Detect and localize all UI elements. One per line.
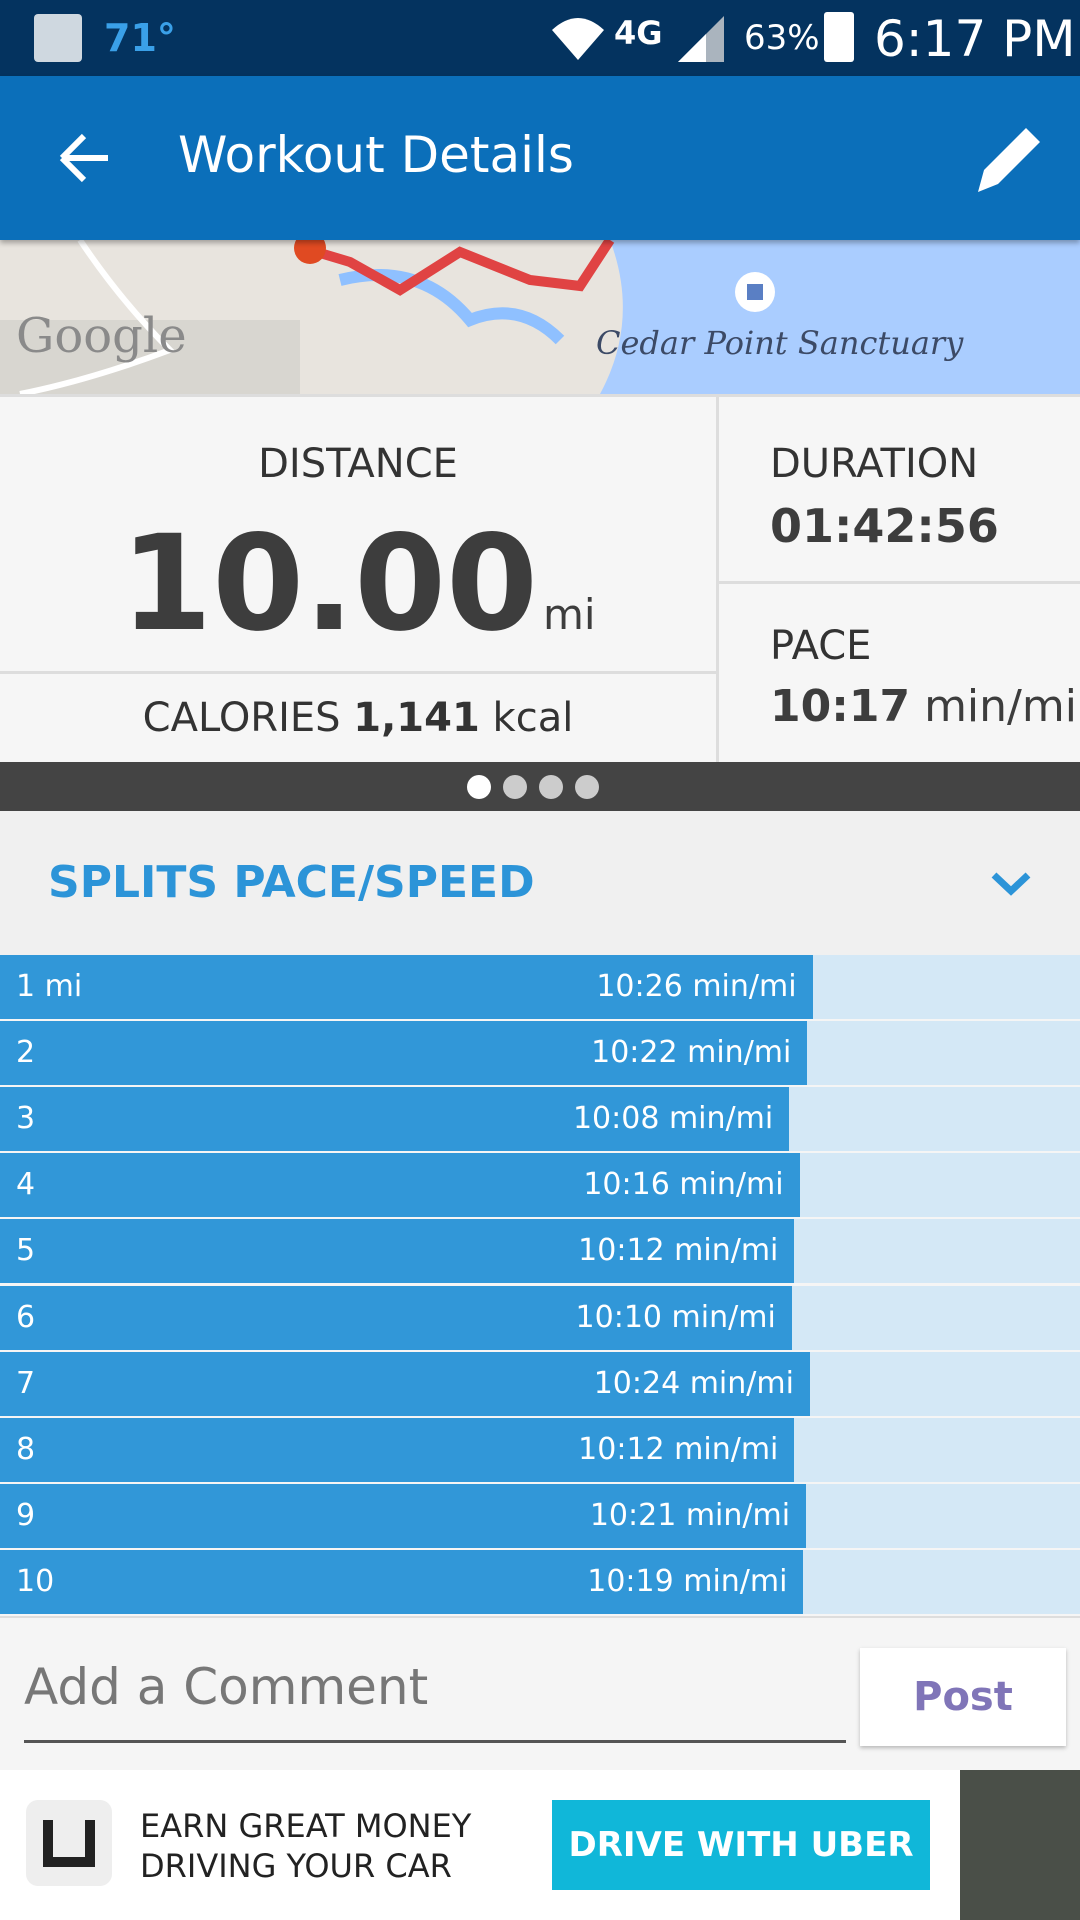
split-pace: 10:12 min/mi [578, 1431, 779, 1467]
split-row: 1 mi 10:26 min/mi [0, 955, 1080, 1019]
splits-list: 1 mi 10:26 min/mi 2 10:22 min/mi 3 10:08 min/… [0, 955, 1080, 1616]
input-underline [24, 1740, 846, 1743]
split-pace: 10:10 min/mi [575, 1299, 776, 1335]
split-pace: 10:21 min/mi [589, 1497, 791, 1533]
page-indicator [0, 762, 1080, 811]
pace-label: PACE [770, 623, 872, 669]
screen-title: Workout Details [178, 126, 574, 184]
pace-value: 10:17 [770, 681, 911, 732]
split-label: 9 [16, 1497, 36, 1533]
split-bar [0, 955, 813, 1019]
comment-input[interactable]: Add a Comment [24, 1658, 429, 1716]
distance-label: DISTANCE [258, 441, 458, 487]
ad-side [960, 1770, 1080, 1920]
route-map: Google Cedar Point Sanctuary [0, 240, 1080, 394]
map-watermark: Google [16, 308, 187, 364]
comment-bar: Add a Comment Post [0, 1616, 1080, 1770]
split-row: 4 10:16 min/mi [0, 1153, 1080, 1218]
page-dots [467, 775, 599, 799]
split-pace: 10:16 min/mi [583, 1167, 784, 1203]
split-row: 5 10:12 min/mi [0, 1219, 1080, 1284]
calories-value: 1,141 [353, 695, 480, 741]
split-row: 7 10:24 min/mi [0, 1351, 1080, 1416]
split-bar [0, 1087, 790, 1152]
distance-value: 10.00 [120, 507, 538, 661]
split-bar [0, 1417, 795, 1482]
split-row: 3 10:08 min/mi [0, 1087, 1080, 1152]
place-label: Cedar Point Sanctuary [596, 324, 964, 362]
battery-icon [824, 12, 854, 62]
split-bar [0, 1219, 795, 1284]
split-row: 9 10:21 min/mi [0, 1483, 1080, 1548]
back-button[interactable] [56, 132, 112, 184]
split-pace: 10:26 min/mi [596, 969, 797, 1004]
clock: 6:17 PM [874, 10, 1076, 68]
ad-logo [26, 1800, 112, 1886]
distance: 10.00 mi [0, 507, 716, 661]
split-bar [0, 1483, 807, 1548]
split-pace: 10:22 min/mi [591, 1035, 792, 1071]
split-row: 8 10:12 min/mi [0, 1417, 1080, 1482]
divider [719, 581, 1080, 584]
split-row: 2 10:22 min/mi [0, 1021, 1080, 1086]
split-bar [0, 1285, 792, 1350]
calories-label: CALORIES [142, 695, 341, 741]
wifi-icon [552, 18, 604, 60]
ad-banner[interactable]: EARN GREAT MONEY DRIVING YOUR CAR DRIVE … [0, 1770, 1080, 1920]
split-pace: 10:24 min/mi [593, 1365, 794, 1401]
app-icon [34, 14, 82, 62]
distance-unit: mi [543, 590, 596, 639]
split-pace: 10:19 min/mi [587, 1563, 788, 1599]
app-bar: Workout Details [0, 76, 1080, 240]
pace-unit: min/mi [924, 681, 1077, 732]
stats-panel: DISTANCE 10.00 mi CALORIES 1,141 kcal DU… [0, 394, 1080, 765]
ad-button[interactable]: DRIVE WITH UBER [552, 1800, 930, 1890]
duration-label: DURATION [770, 441, 979, 487]
expand-icon [991, 872, 1031, 896]
post-button[interactable]: Post [860, 1648, 1066, 1746]
edit-button[interactable] [970, 122, 1046, 198]
pace: 10:17 min/mi [770, 681, 1077, 732]
split-bar [0, 1153, 800, 1218]
signal-icon [678, 16, 724, 62]
split-label: 7 [16, 1365, 36, 1401]
split-label: 6 [16, 1299, 36, 1335]
split-bar [0, 1351, 810, 1416]
ad-line: EARN GREAT MONEY [140, 1807, 472, 1845]
split-pace: 10:08 min/mi [572, 1101, 774, 1137]
split-label: 10 [16, 1563, 55, 1599]
calories-unit: kcal [492, 695, 574, 741]
split-label: 5 [16, 1233, 36, 1269]
calories: CALORIES 1,141 kcal [0, 695, 716, 741]
duration-value: 01:42:56 [770, 499, 999, 553]
temperature: 71° [104, 16, 176, 60]
split-label: 2 [16, 1035, 36, 1071]
split-row: 10 10:19 min/mi [0, 1549, 1080, 1614]
split-bar [0, 1021, 808, 1086]
split-pace: 10:12 min/mi [578, 1233, 779, 1269]
divider [0, 671, 716, 674]
split-label: 3 [16, 1101, 36, 1137]
split-label: 1 mi [16, 969, 83, 1004]
split-label: 8 [16, 1431, 36, 1467]
battery-level: 63% [744, 18, 820, 58]
network: 4G [614, 14, 663, 52]
ad-text: EARN GREAT MONEY DRIVING YOUR CAR [140, 1806, 471, 1886]
splits-title: SPLITS PACE/SPEED [48, 857, 535, 908]
status-bar: 71° 4G 63% 6:17 PM [0, 0, 1080, 76]
ad-line: DRIVING YOUR CAR [140, 1847, 452, 1885]
split-bar [0, 1549, 804, 1614]
divider [716, 397, 719, 765]
split-row: 6 10:10 min/mi [0, 1285, 1080, 1350]
splits-header[interactable]: SPLITS PACE/SPEED [0, 811, 1080, 955]
split-label: 4 [16, 1167, 36, 1203]
